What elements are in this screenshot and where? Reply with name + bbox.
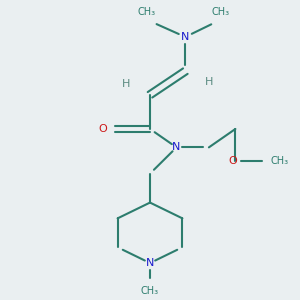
Text: N: N	[181, 32, 190, 42]
Text: H: H	[122, 79, 130, 89]
Text: CH₃: CH₃	[271, 155, 289, 166]
Text: H: H	[205, 76, 213, 87]
Text: O: O	[98, 124, 107, 134]
Text: O: O	[228, 155, 237, 166]
Text: CH₃: CH₃	[212, 7, 230, 17]
Text: CH₃: CH₃	[138, 7, 156, 17]
Text: N: N	[146, 258, 154, 268]
Text: CH₃: CH₃	[141, 286, 159, 296]
Text: N: N	[172, 142, 181, 152]
